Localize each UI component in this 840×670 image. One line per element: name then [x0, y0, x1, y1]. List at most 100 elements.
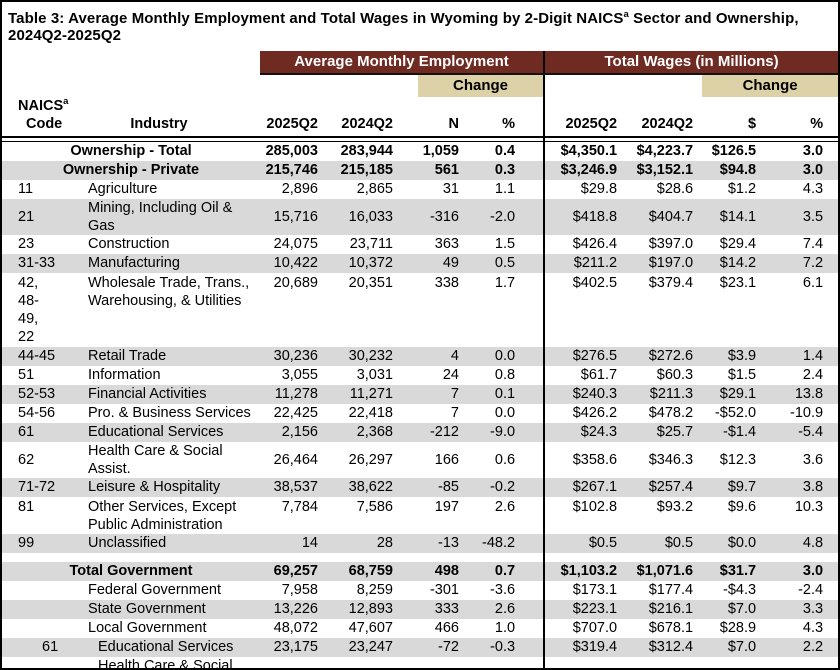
- table-body: Ownership - Total 285,003 283,944 1,059 0.4 $…: [2, 141, 838, 668]
- employment-change-header: Change: [418, 74, 546, 97]
- wage-change-dollar-cell: $7.0: [727, 639, 757, 656]
- emp-2024q2-cell: 23,247: [348, 639, 393, 656]
- emp-change-pct-cell: 1.0: [478, 619, 546, 638]
- naics-code-cell: 44-45: [18, 347, 56, 364]
- emp-2024q2-cell: 7,586: [356, 498, 393, 515]
- emp-change-n-cell: 24: [442, 366, 459, 383]
- wage-2024q2-cell: $478.2: [648, 404, 694, 421]
- emp-change-n-cell: -85: [438, 479, 459, 496]
- emp-change-pct-cell: 1.7: [478, 273, 546, 347]
- header-rule-right: [544, 137, 838, 143]
- emp-2025q2-cell: 26,464: [273, 451, 318, 468]
- wage-2024q2-cell: $211.3: [649, 385, 694, 402]
- wage-2024q2-cell: $397.0: [648, 236, 694, 253]
- wage-change-dollar-cell: $23.1: [719, 275, 757, 291]
- emp-change-n-cell: -72: [438, 639, 459, 656]
- group-header-row: Average Monthly Employment Total Wages (…: [2, 51, 838, 75]
- wage-2025q2-cell: $358.6: [572, 451, 618, 468]
- wage-change-dollar-cell: $29.4: [719, 236, 757, 253]
- header-rule-left: [2, 137, 546, 143]
- emp-2025q2-cell: 2,156: [281, 423, 318, 440]
- emp-2025q2-cell: 24,075: [273, 236, 318, 253]
- industry-cell: Federal Government: [88, 582, 221, 599]
- wage-2025q2-cell: $426.4: [572, 236, 618, 253]
- wage-change-dollar-cell: -$1.4: [722, 423, 757, 440]
- table-row: 61 Educational Services 23,175 23,247 -72 -0.…: [2, 638, 838, 657]
- emp-change-n-cell: 466: [434, 620, 459, 637]
- wage-change-pct-cell: 3.6: [802, 451, 824, 468]
- wage-change-dollar-header: $: [702, 97, 771, 139]
- emp-change-pct-cell: 2.6: [478, 496, 546, 534]
- employment-group-header: Average Monthly Employment: [260, 51, 546, 75]
- industry-cell: Mining, Including Oil & Gas: [88, 199, 233, 234]
- wage-2025q2-cell: $418.8: [572, 208, 618, 225]
- table-row: 81 Other Services, Except Public Administ…: [2, 496, 838, 534]
- table-row: 31-33 Manufacturing 10,422 10,372 49 0.5 $211.…: [2, 254, 838, 273]
- wage-2024q2-cell: $60.3: [656, 366, 694, 383]
- wage-2025q2-cell: $61.7: [580, 366, 618, 383]
- table-row: 62 Health Care & Social Assist. 9,6219,179…: [2, 657, 838, 668]
- table-row: 23 Construction 24,075 23,711 363 1.5 $426.4 $3…: [2, 235, 838, 254]
- emp-change-pct-header: %: [478, 97, 546, 139]
- wage-2025q2-cell: $223.1: [572, 601, 618, 618]
- wage-change-dollar-cell: $126.5: [711, 143, 757, 160]
- table-row: 99 Unclassified 14 28 -13 -48.2 $0.5 $0.5 $0.0 4.…: [2, 534, 838, 553]
- industry-cell: Other Services, Except Public Administra…: [88, 498, 237, 533]
- column-header-row: NAICSa Code Industry 2025Q2 2024Q2 N % 2…: [2, 97, 838, 139]
- industry-total-cell: Total Government: [69, 563, 193, 580]
- emp-2025q2-cell: 215,746: [265, 162, 318, 179]
- emp-2024q2-cell: 20,351: [348, 275, 393, 291]
- wage-2024q2-cell: $174.8: [624, 657, 702, 668]
- emp-change-pct-cell: 0.3: [478, 160, 546, 180]
- emp-change-n-cell: 166: [434, 451, 459, 468]
- emp-2024q2-cell: 3,031: [356, 366, 393, 383]
- wage-change-dollar-cell: -$4.3: [722, 582, 757, 599]
- change-header-spacer: [2, 74, 418, 97]
- wage-2024q2-cell: $177.4: [648, 582, 694, 599]
- naics-code-cell: 62: [2, 657, 58, 668]
- naics-code-cell: [2, 581, 58, 600]
- emp-change-n-cell: 498: [434, 563, 459, 580]
- wage-change-dollar-cell: $12.3: [719, 451, 757, 468]
- emp-2024q2-cell: 30,232: [348, 347, 393, 364]
- emp-change-n-cell: 49: [442, 255, 459, 272]
- naics-code-cell: 23: [18, 236, 35, 253]
- emp-2025q2-cell: 30,236: [273, 347, 318, 364]
- wage-change-dollar-cell: -$52.0: [714, 404, 757, 421]
- wage-change-pct-cell: 10.3: [794, 498, 824, 515]
- wage-change-pct-cell: 3.0: [802, 143, 824, 160]
- emp-change-n-cell: -212: [429, 423, 459, 440]
- industry-cell: Leisure & Hospitality: [88, 479, 221, 496]
- wage-2025q2-cell: $184.5: [544, 657, 624, 668]
- emp-change-pct-cell: 2.6: [478, 600, 546, 619]
- wage-2025q2-cell: $1,103.2: [560, 563, 618, 580]
- naics-code-cell: 51: [18, 366, 35, 383]
- wage-2025q2-cell: $29.8: [580, 181, 618, 198]
- wage-change-pct-cell: -5.4: [798, 423, 824, 440]
- wage-2024q2-cell: $197.0: [648, 255, 694, 272]
- wage-2025q2-cell: $426.2: [572, 404, 618, 421]
- wage-change-dollar-cell: $28.9: [719, 620, 757, 637]
- wage-change-pct-cell: 4.8: [802, 535, 824, 552]
- wage-2025q2-cell: $276.5: [572, 347, 618, 364]
- wage-change-pct-cell: 3.8: [802, 479, 824, 496]
- emp-2025q2-cell: 22,425: [273, 404, 318, 421]
- table-row: 52-53 Financial Activities 11,278 11,271 7 0.…: [2, 384, 838, 404]
- wage-change-pct-cell: 3.5: [802, 208, 824, 225]
- emp-2024q2-cell: 2,865: [356, 181, 393, 198]
- wage-change-dollar-cell: $94.8: [719, 162, 757, 179]
- emp-change-pct-cell: 0.8: [478, 365, 546, 385]
- naics-code-cell: 81: [18, 498, 35, 515]
- emp-2025q2-cell: 10,422: [273, 255, 318, 272]
- industry-cell: Financial Activities: [88, 385, 207, 402]
- wage-change-pct-cell: 7.4: [802, 236, 824, 253]
- naics-label: NAICS: [18, 98, 64, 114]
- table-row: 21 Mining, Including Oil & Gas 15,716 16,03…: [2, 198, 838, 235]
- emp-2025q2-cell: 13,226: [273, 601, 318, 618]
- emp-change-n-cell: 31: [442, 181, 459, 198]
- wage-2024q2-cell: $93.2: [656, 498, 694, 515]
- wage-change-pct-cell: 13.8: [794, 385, 824, 402]
- wage-change-pct-cell: 2.2: [802, 639, 824, 656]
- industry-cell: State Government: [88, 601, 206, 618]
